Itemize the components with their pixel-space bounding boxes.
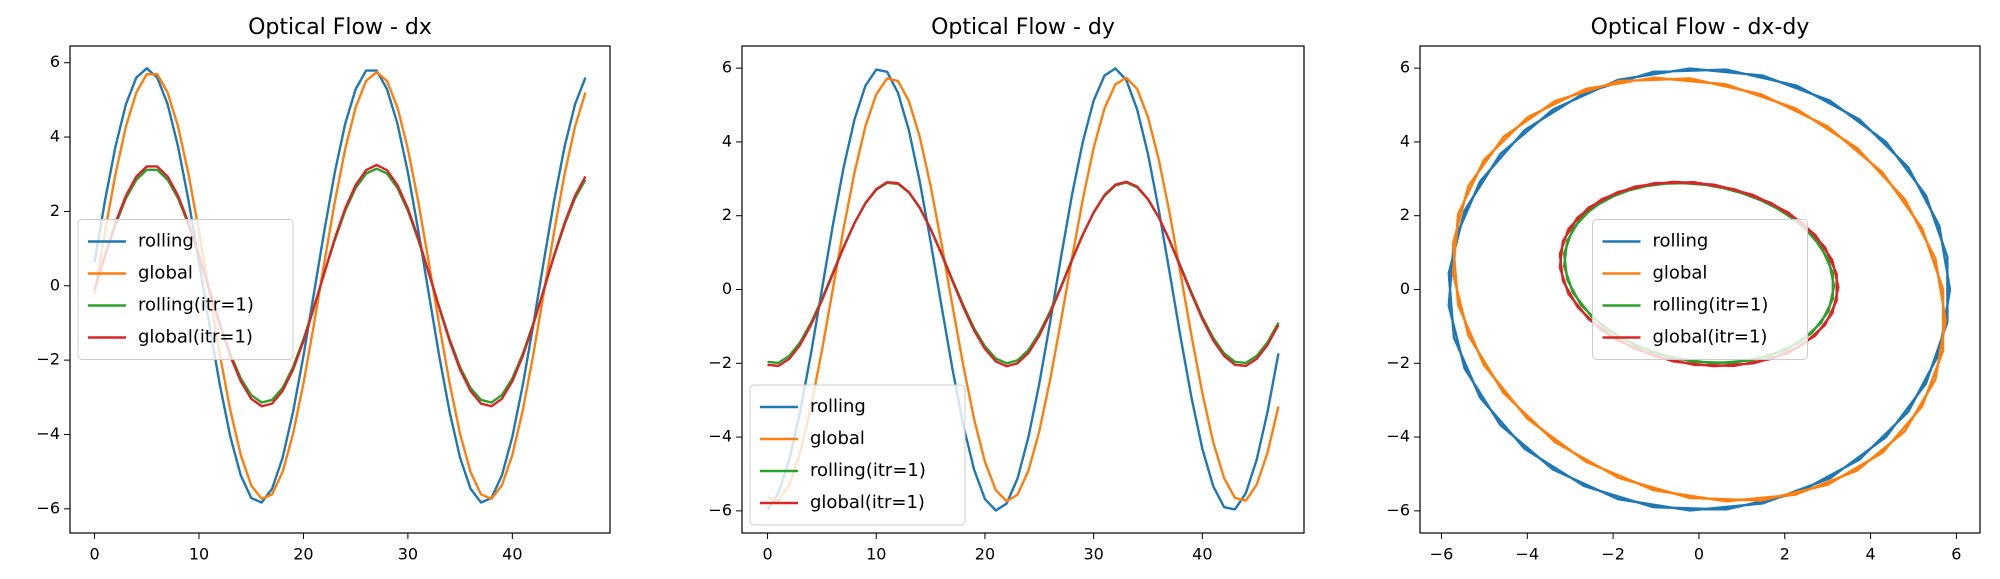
line-series [767, 76, 1280, 503]
x-tick-label: 40 [502, 545, 522, 564]
y-tick-label: 0 [722, 279, 732, 298]
y-tick-label: −4 [708, 427, 732, 446]
y-tick-label: 0 [1400, 279, 1410, 298]
y-tick-label: 6 [1400, 58, 1410, 77]
y-tick-label: 2 [50, 201, 60, 220]
chart-title: Optical Flow - dy [931, 15, 1115, 40]
y-tick-label: −4 [1386, 427, 1410, 446]
x-tick-label: 10 [866, 545, 886, 564]
legend: rolling global rolling(itr=1) global(itr=1) [1592, 219, 1808, 360]
legend-label: global [810, 428, 865, 449]
x-tick-label: 20 [975, 545, 995, 564]
legend-label: rolling [138, 231, 194, 252]
x-tick-label: −2 [1601, 545, 1625, 564]
y-tick-label: −4 [36, 424, 60, 443]
x-tick-label: 40 [1192, 545, 1212, 564]
x-tick-label: −6 [1430, 545, 1454, 564]
x-tick-label: 30 [398, 545, 418, 564]
chart-title: Optical Flow - dx [248, 15, 432, 40]
legend-label: rolling(itr=1) [810, 460, 926, 481]
line-series [93, 70, 587, 500]
subplot: Optical Flow - dx 0 10 20 30 40 −6 −4 −2 0 2 4 6 roll… [36, 15, 611, 564]
legend-label: global [1653, 263, 1708, 284]
y-tick-label: 2 [1400, 205, 1410, 224]
x-tick-label: 0 [1694, 545, 1704, 564]
subplot: Optical Flow - dx-dy −6 −4 −2 0 2 4 6 −6 −4 −2 0 2 4 6… [1386, 15, 1981, 564]
axes-frame [741, 45, 1305, 534]
x-tick-label: 20 [293, 545, 313, 564]
legend-label: global(itr=1) [1653, 327, 1768, 348]
legend-box [77, 219, 294, 360]
line-series [93, 67, 587, 504]
legend-label: rolling(itr=1) [138, 295, 254, 316]
axes-frame [1419, 45, 1981, 534]
legend-box [749, 384, 966, 526]
y-tick-label: 2 [722, 205, 732, 224]
y-tick-label: −2 [36, 350, 60, 369]
x-tick-label: −4 [1515, 545, 1539, 564]
x-tick-label: 10 [189, 545, 209, 564]
axes-frame [69, 45, 611, 534]
legend: rolling global rolling(itr=1) global(itr=1) [749, 384, 966, 526]
y-tick-label: −2 [708, 353, 732, 372]
line-series [767, 180, 1280, 368]
y-tick-label: −6 [708, 500, 732, 519]
y-tick-label: 6 [722, 58, 732, 77]
y-tick-label: 4 [1400, 131, 1410, 150]
y-tick-label: 4 [50, 127, 60, 146]
y-tick-label: −6 [36, 498, 60, 517]
x-tick-label: 30 [1083, 545, 1103, 564]
line-series [767, 181, 1280, 365]
subplot: Optical Flow - dy 0 10 20 30 40 −6 −4 −2 0 2 4 6 roll… [708, 15, 1305, 564]
x-tick-label: 0 [89, 545, 99, 564]
y-tick-label: 0 [50, 275, 60, 294]
x-tick-label: 6 [1951, 545, 1961, 564]
x-tick-label: 4 [1865, 545, 1875, 564]
line-series [766, 67, 1280, 512]
chart-title: Optical Flow - dx-dy [1591, 15, 1810, 40]
legend-label: rolling [810, 396, 866, 417]
legend-label: rolling(itr=1) [1653, 295, 1769, 316]
y-tick-label: 6 [50, 52, 60, 71]
y-tick-label: −6 [1386, 500, 1410, 519]
legend: rolling global rolling(itr=1) global(itr=1) [77, 219, 294, 360]
y-tick-label: −2 [1386, 353, 1410, 372]
legend-box [1592, 219, 1808, 360]
legend-label: global(itr=1) [138, 327, 253, 348]
y-tick-label: 4 [722, 131, 732, 150]
legend-label: rolling [1653, 231, 1709, 252]
legend-label: global [138, 263, 193, 284]
line-series [1447, 67, 1952, 512]
line-series [1451, 76, 1947, 503]
x-tick-label: 0 [762, 545, 772, 564]
legend-label: global(itr=1) [810, 492, 925, 513]
line-series [93, 163, 587, 408]
x-tick-label: 2 [1780, 545, 1790, 564]
